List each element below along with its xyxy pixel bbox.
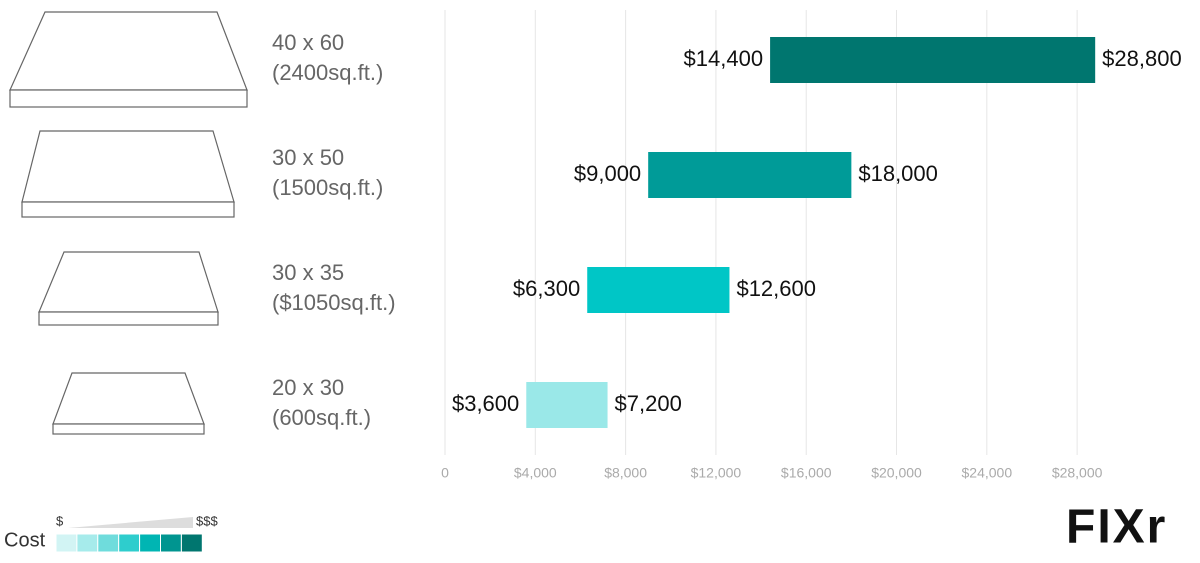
lot-base [21, 201, 235, 218]
high-label: $12,600 [736, 276, 816, 301]
logo: FIXr [1066, 501, 1167, 554]
category-sublabel: (600sq.ft.) [272, 405, 371, 430]
legend-low: $ [56, 513, 64, 528]
x-tick-label: $16,000 [781, 465, 832, 481]
legend-title: Cost [4, 529, 46, 551]
bar [648, 152, 852, 198]
high-label: $18,000 [858, 161, 938, 186]
x-tick-label: $8,000 [604, 465, 647, 481]
legend-swatch [139, 533, 162, 553]
legend-swatch [55, 533, 78, 553]
category-sublabel: ($1050sq.ft.) [272, 290, 396, 315]
category-label: 20 x 30 [272, 375, 344, 400]
x-tick-label: $12,000 [691, 465, 742, 481]
category-label: 30 x 35 [272, 260, 344, 285]
x-tick-label: $4,000 [514, 465, 557, 481]
legend-swatch [160, 533, 182, 553]
low-label: $14,400 [684, 46, 764, 71]
bar [587, 267, 730, 313]
low-label: $9,000 [574, 161, 641, 186]
category-sublabel: (1500sq.ft.) [272, 175, 383, 200]
legend-swatch [97, 533, 120, 553]
low-label: $3,600 [452, 391, 519, 416]
high-label: $7,200 [615, 391, 682, 416]
legend-swatch [180, 533, 203, 553]
lot-base [9, 89, 248, 108]
low-label: $6,300 [513, 276, 580, 301]
category-label: 40 x 60 [272, 30, 344, 55]
lot-shape [21, 130, 235, 203]
lot-base [52, 423, 205, 435]
x-tick-label: $28,000 [1052, 465, 1103, 481]
category-sublabel: (2400sq.ft.) [272, 60, 383, 85]
category-label: 30 x 50 [272, 145, 344, 170]
lot-shape [38, 251, 219, 313]
legend-swatch [76, 533, 99, 553]
bar [526, 382, 608, 428]
lot-shape [52, 372, 205, 425]
lot-base [38, 311, 219, 326]
legend-swatch [118, 533, 141, 553]
bar [770, 37, 1096, 83]
x-tick-label: $20,000 [871, 465, 922, 481]
high-label: $28,800 [1102, 46, 1182, 71]
legend-wedge [68, 517, 193, 528]
lot-shape [9, 11, 248, 91]
legend-high: $$$ [196, 513, 218, 528]
x-tick-label: $24,000 [962, 465, 1013, 481]
x-tick-label: 0 [441, 465, 449, 481]
plot-shapes [9, 11, 248, 435]
